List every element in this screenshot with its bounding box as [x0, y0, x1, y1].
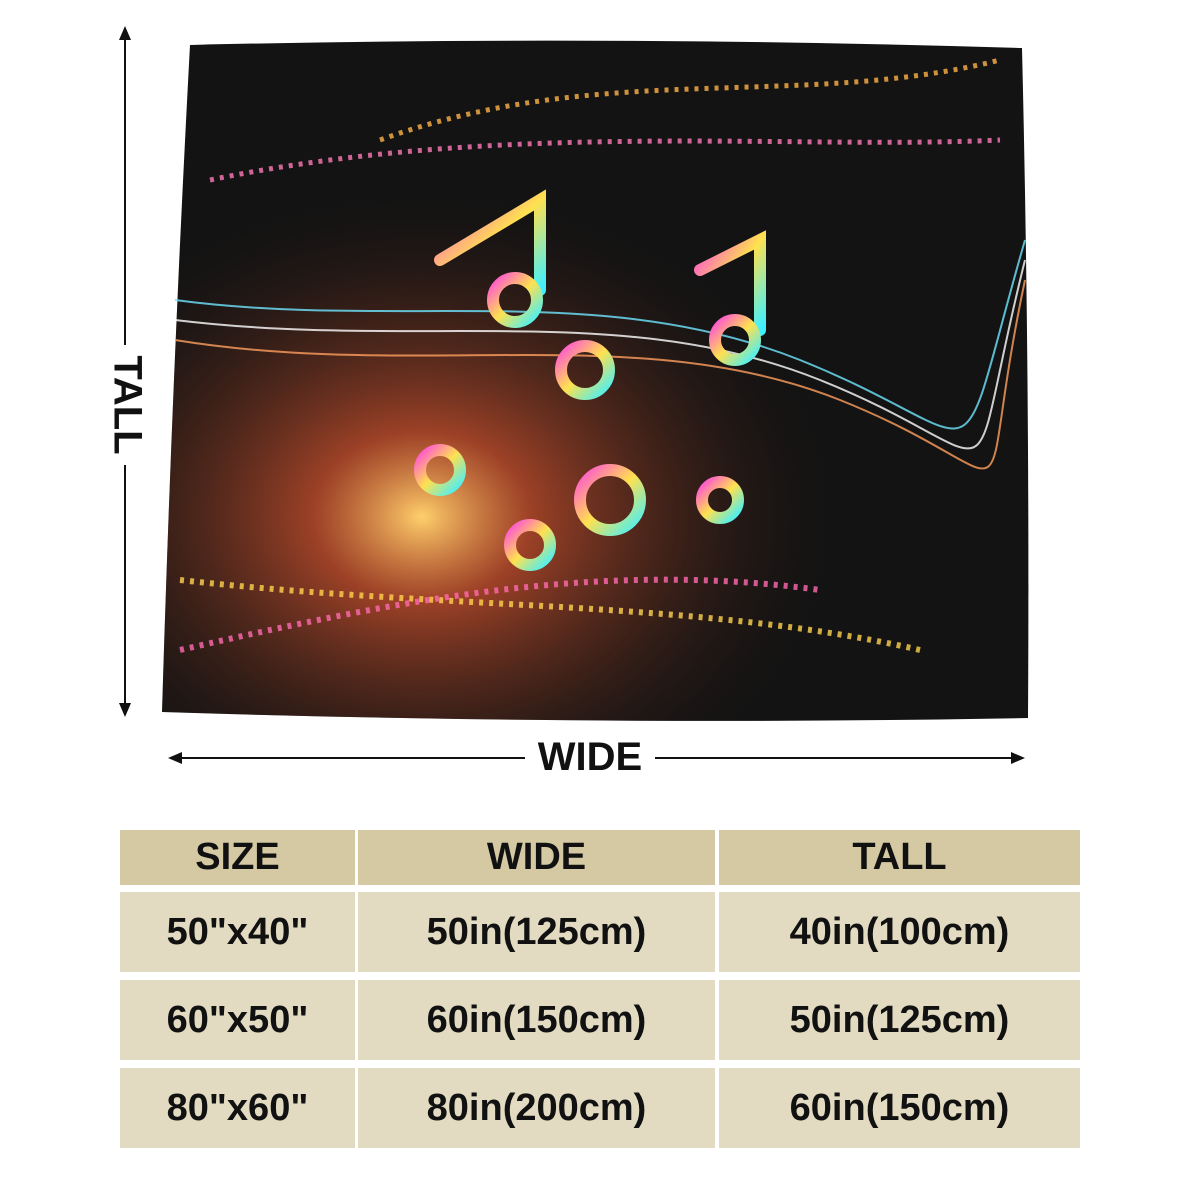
notes — [414, 189, 766, 571]
table-cell: 60in(150cm) — [358, 980, 715, 1060]
tall-label: TALL — [105, 355, 149, 454]
table-cell: 80"x60" — [120, 1068, 355, 1148]
table-cell: 50in(125cm) — [719, 980, 1080, 1060]
header-cell: TALL — [719, 830, 1080, 885]
wide-label: WIDE — [538, 735, 642, 779]
table-cell: 60in(150cm) — [719, 1068, 1080, 1148]
table-cell: 50"x40" — [120, 892, 355, 972]
waves — [174, 57, 1026, 653]
header-cell: SIZE — [120, 830, 355, 885]
table-cell: 60"x50" — [120, 980, 355, 1060]
blanket-glow — [162, 40, 1029, 721]
table-cell: 50in(125cm) — [358, 892, 715, 972]
table-cell: 80in(200cm) — [358, 1068, 715, 1148]
header-cell: WIDE — [358, 830, 715, 885]
blanket-figure: TALL WIDE — [105, 26, 1029, 779]
table-cell: 40in(100cm) — [719, 892, 1080, 972]
